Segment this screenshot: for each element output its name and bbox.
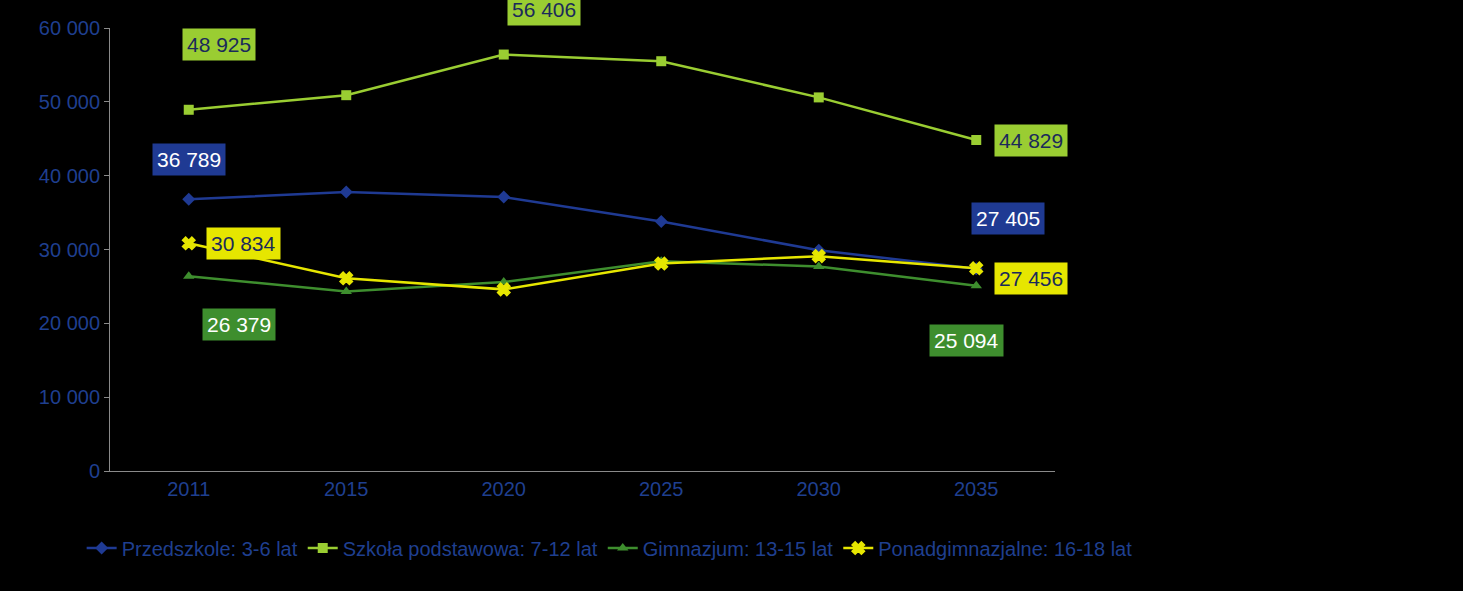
svg-text:Szkoła podstawowa: 7-12 lat: Szkoła podstawowa: 7-12 lat — [343, 538, 598, 560]
svg-text:2011: 2011 — [167, 478, 210, 500]
svg-text:44 829: 44 829 — [999, 129, 1063, 152]
svg-text:56 406: 56 406 — [512, 0, 576, 21]
svg-text:20 000: 20 000 — [39, 312, 100, 334]
svg-text:2025: 2025 — [639, 478, 684, 500]
svg-text:40 000: 40 000 — [39, 165, 100, 187]
svg-text:Przedszkole: 3-6 lat: Przedszkole: 3-6 lat — [122, 538, 298, 560]
svg-text:2015: 2015 — [324, 478, 369, 500]
svg-text:48 925: 48 925 — [187, 33, 251, 56]
svg-text:0: 0 — [89, 460, 100, 482]
svg-text:26 379: 26 379 — [207, 313, 271, 336]
svg-text:2030: 2030 — [797, 478, 842, 500]
svg-text:2035: 2035 — [954, 478, 999, 500]
svg-text:25 094: 25 094 — [934, 329, 999, 352]
svg-text:60 000: 60 000 — [39, 17, 100, 39]
svg-text:Ponadgimnazjalne: 16-18 lat: Ponadgimnazjalne: 16-18 lat — [878, 538, 1132, 560]
svg-text:27 405: 27 405 — [976, 207, 1040, 230]
svg-text:50 000: 50 000 — [39, 91, 100, 113]
svg-text:2020: 2020 — [482, 478, 527, 500]
svg-text:27 456: 27 456 — [999, 267, 1063, 290]
svg-text:30 834: 30 834 — [211, 232, 276, 255]
svg-text:30 000: 30 000 — [39, 239, 100, 261]
svg-text:Gimnazjum: 13-15 lat: Gimnazjum: 13-15 lat — [643, 538, 834, 560]
svg-text:36 789: 36 789 — [157, 148, 221, 171]
svg-text:10 000: 10 000 — [39, 386, 100, 408]
